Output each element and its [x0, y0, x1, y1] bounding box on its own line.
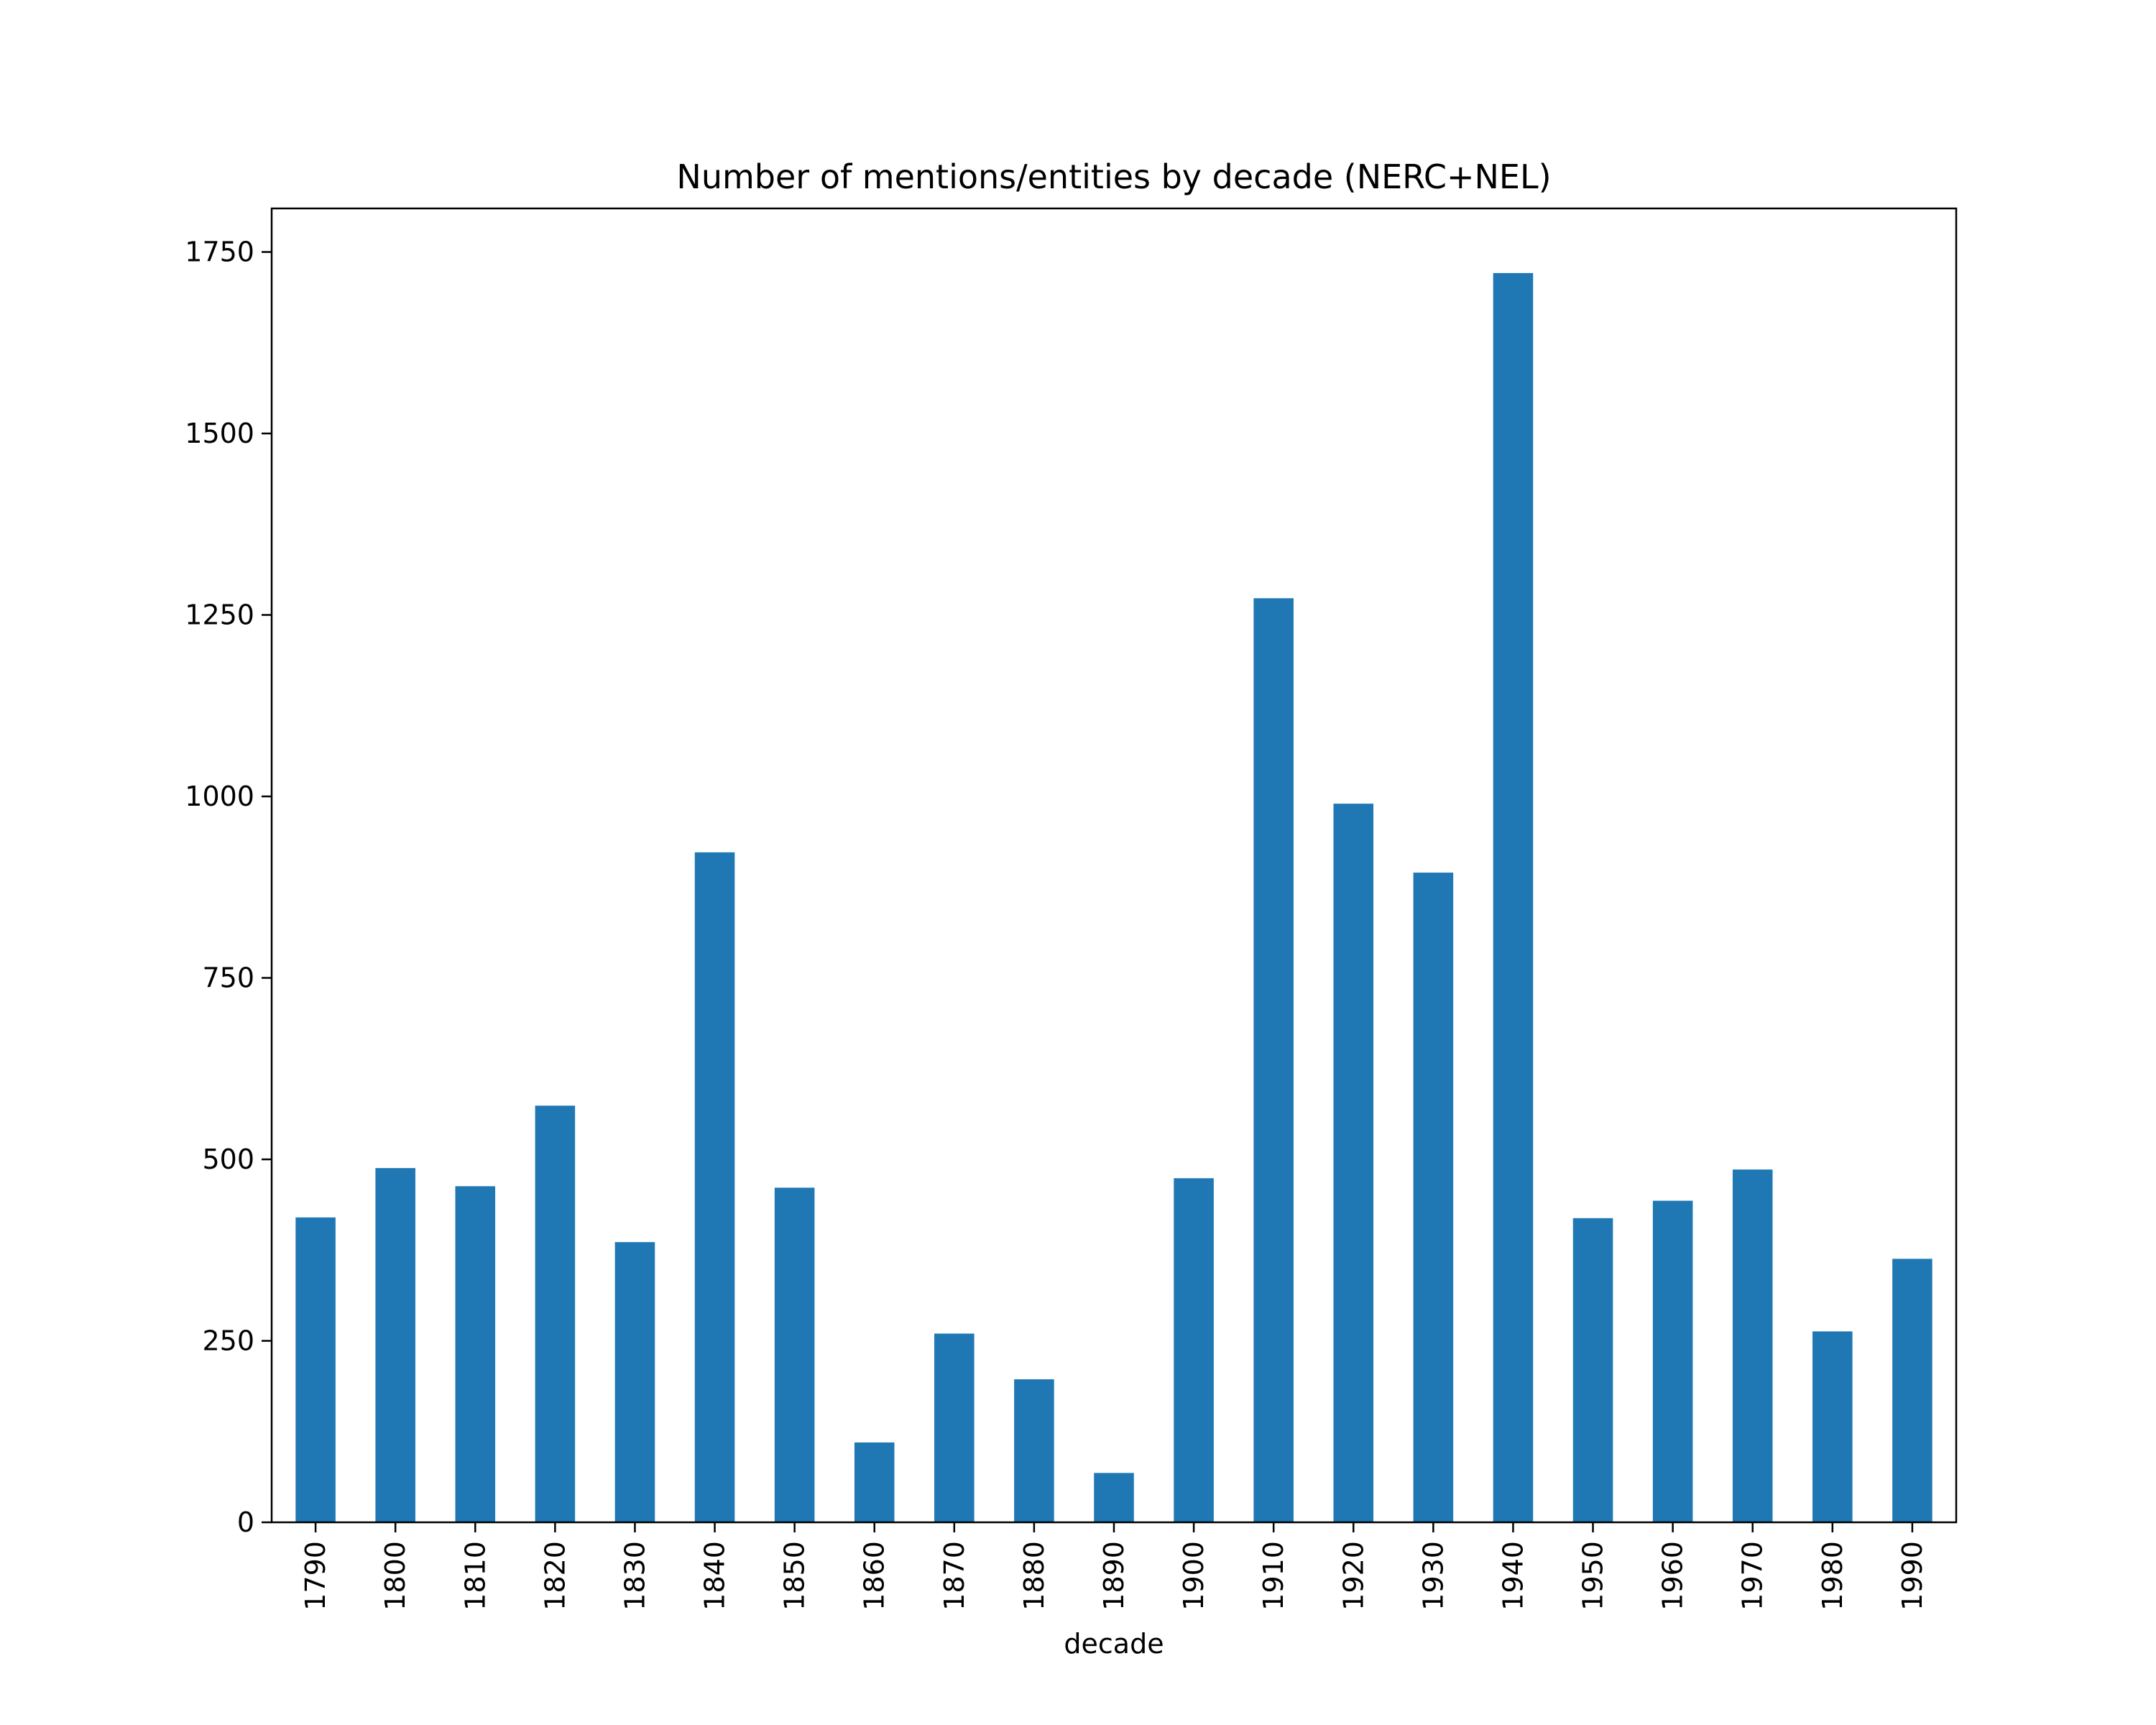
bar-1920 [1333, 804, 1374, 1522]
bar-1840 [694, 852, 735, 1522]
y-tick-label-1250: 1250 [185, 599, 254, 631]
x-tick-label-1870: 1870 [939, 1541, 970, 1611]
y-tick-label-1750: 1750 [185, 236, 254, 268]
x-tick-label-1920: 1920 [1337, 1541, 1369, 1611]
x-tick-label-1880: 1880 [1018, 1541, 1050, 1611]
bar-1910 [1253, 598, 1294, 1522]
x-tick-label-1940: 1940 [1497, 1541, 1529, 1611]
bar-1870 [934, 1333, 975, 1522]
bar-1850 [774, 1187, 815, 1522]
x-tick-label-1960: 1960 [1657, 1541, 1689, 1611]
bar-1810 [455, 1186, 496, 1522]
bar-1950 [1572, 1218, 1613, 1522]
y-tick-label-1500: 1500 [185, 418, 254, 449]
x-tick-label-1890: 1890 [1098, 1541, 1130, 1611]
x-tick-label-1990: 1990 [1897, 1541, 1928, 1611]
bar-1790 [295, 1217, 336, 1522]
x-axis-label: decade [1064, 1628, 1164, 1660]
bar-1980 [1812, 1331, 1853, 1522]
x-tick-label-1860: 1860 [859, 1541, 890, 1611]
y-tick-label-1000: 1000 [185, 781, 254, 812]
bar-1900 [1174, 1178, 1214, 1522]
bar-1800 [375, 1168, 415, 1522]
x-tick-label-1910: 1910 [1258, 1541, 1289, 1611]
x-tick-label-1840: 1840 [699, 1541, 731, 1611]
x-tick-label-1790: 1790 [300, 1541, 331, 1611]
bars [295, 272, 1932, 1523]
x-tick-label-1900: 1900 [1178, 1541, 1210, 1611]
x-tick-label-1810: 1810 [459, 1541, 491, 1611]
x-tick-label-1930: 1930 [1417, 1541, 1449, 1611]
bar-1860 [854, 1442, 895, 1522]
y-tick-label-500: 500 [202, 1144, 254, 1175]
bar-1940 [1493, 272, 1534, 1523]
bar-1890 [1094, 1473, 1134, 1522]
x-tick-label-1820: 1820 [539, 1541, 571, 1611]
y-tick-label-250: 250 [202, 1325, 254, 1357]
x-tick-label-1830: 1830 [619, 1541, 650, 1611]
x-axis: 1790 1800 1810 1820 1830 1840 1850 1860 1870 1880… [300, 1522, 1928, 1611]
bar-1970 [1732, 1169, 1773, 1522]
bar-1830 [614, 1242, 655, 1522]
x-tick-label-1800: 1800 [379, 1541, 411, 1611]
x-tick-label-1850: 1850 [779, 1541, 811, 1611]
x-tick-label-1970: 1970 [1737, 1541, 1769, 1611]
x-tick-label-1980: 1980 [1817, 1541, 1848, 1611]
y-axis: 0 250 500 750 1000 1250 1500 1750 [185, 236, 272, 1538]
bar-1820 [535, 1105, 576, 1522]
plot-frame [270, 207, 1958, 1524]
chart-title: Number of mentions/entities by decade (N… [676, 157, 1551, 196]
bar-1990 [1892, 1259, 1932, 1522]
x-tick-label-1950: 1950 [1577, 1541, 1609, 1611]
bar-1930 [1413, 873, 1454, 1522]
y-tick-label-750: 750 [202, 962, 254, 994]
bar-1880 [1014, 1379, 1054, 1522]
y-tick-label-0: 0 [237, 1506, 254, 1538]
bar-1960 [1652, 1200, 1693, 1522]
